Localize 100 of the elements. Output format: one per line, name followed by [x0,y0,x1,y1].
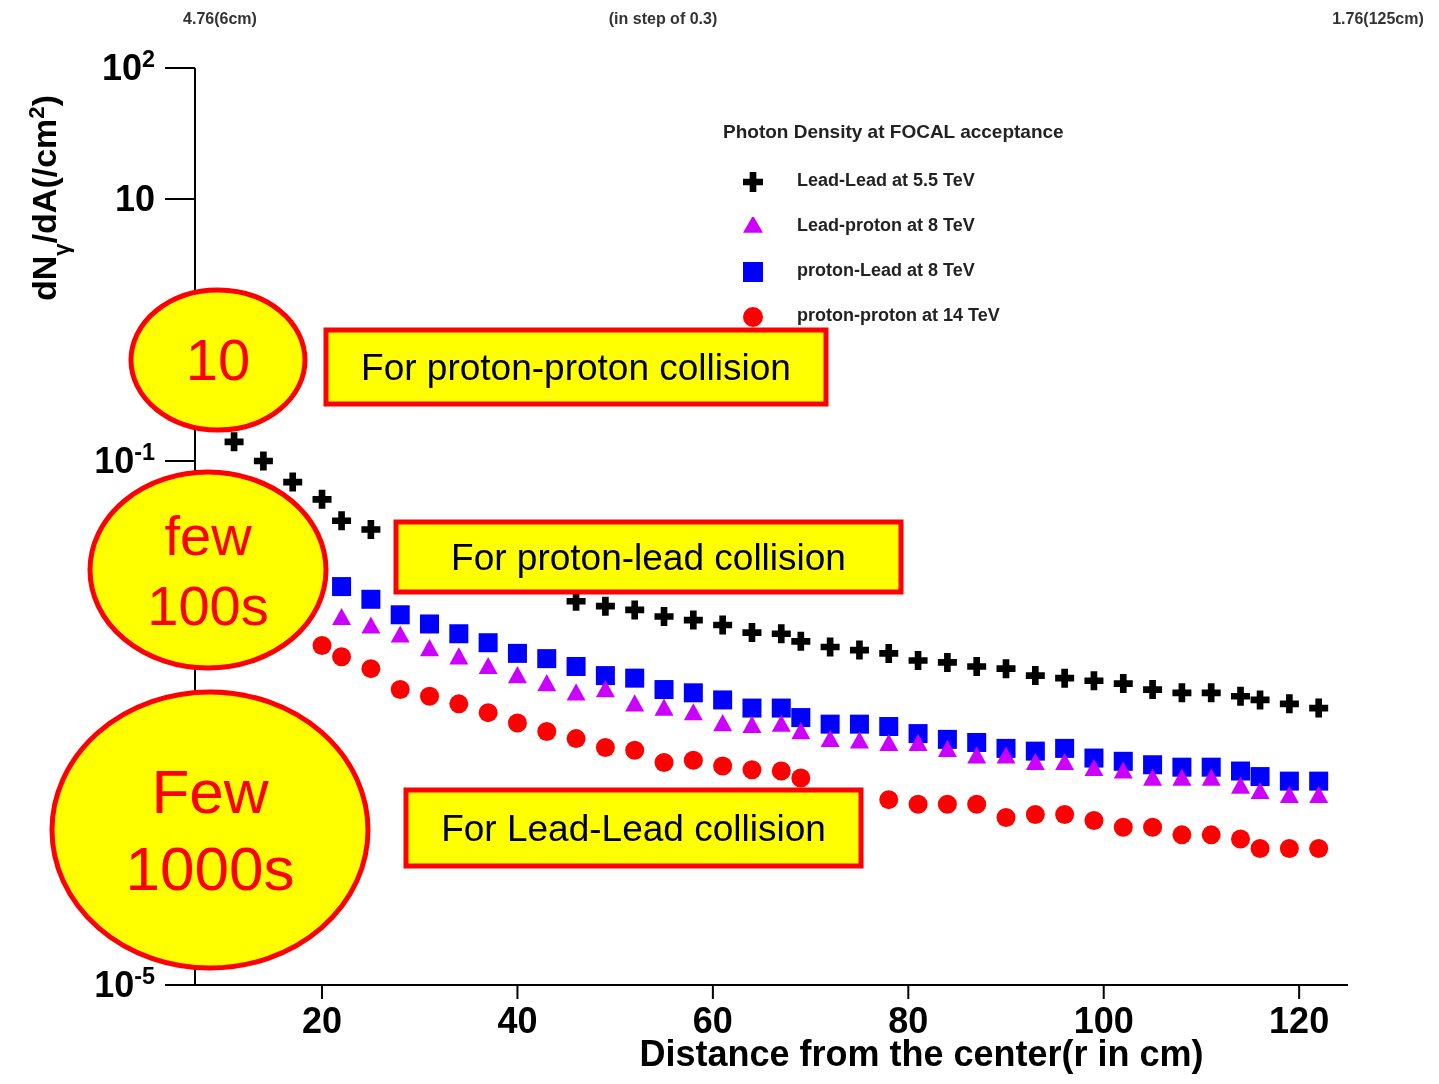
point [283,472,303,492]
point [713,714,733,732]
point [713,756,733,776]
point [1143,768,1163,786]
point [791,631,811,651]
point [1279,771,1299,791]
point [625,668,645,688]
point [1309,839,1329,859]
point [1055,668,1075,688]
point [1250,839,1270,859]
point [537,674,557,692]
x-tick-label: 40 [497,1000,538,1041]
point [566,683,586,701]
point [1201,768,1221,786]
point [683,750,703,770]
point [742,715,762,733]
point [771,624,791,644]
point [771,714,791,732]
point [967,746,987,764]
point [791,708,811,728]
point [654,607,674,627]
point [1309,785,1329,804]
point [713,615,733,635]
legend-title: Photon Density at FOCAL acceptance [723,121,1064,142]
point [771,761,791,781]
point [1231,776,1251,794]
point [1250,690,1270,710]
point [771,698,791,718]
point [478,656,498,675]
point [566,656,586,676]
point [253,451,273,471]
point [1250,767,1270,787]
point [713,690,733,710]
annotation: For proton-lead collision [451,537,846,578]
point [791,768,811,788]
point [879,790,899,810]
legend-label: Lead-proton at 8 TeV [797,215,975,235]
point [507,643,527,663]
point [1250,782,1270,800]
point [967,732,987,752]
point [967,656,987,676]
point [361,659,381,679]
point [1172,683,1192,703]
point [820,714,840,734]
point [1055,805,1075,825]
point [595,680,615,698]
point [1055,752,1075,771]
point [420,686,440,706]
y-tick-label: 10$^{-1}$ [94,439,155,481]
x-tick-label: 20 [302,1000,343,1041]
text: (in step of 0.3) [608,10,718,27]
point [1025,805,1045,825]
point [820,729,840,747]
point [1201,683,1221,703]
point [224,432,244,452]
point [1113,817,1133,837]
point [595,596,615,616]
point [791,722,811,740]
point [967,794,987,814]
legend-label: Lead-Lead at 5.5 TeV [797,170,975,190]
point [996,807,1016,827]
point [332,577,352,597]
point [312,489,332,509]
point [537,722,557,742]
point [537,649,557,669]
point [1143,755,1163,775]
point [390,680,410,700]
point [742,623,762,643]
point [683,683,703,703]
point [507,666,527,684]
point [1025,752,1045,771]
point [742,698,762,718]
point [654,680,674,700]
point [1172,825,1192,845]
point [996,659,1016,679]
point [1201,825,1221,845]
text: 4.76(6cm) [183,10,257,27]
point [1025,666,1045,686]
y-tick-label: 10 [114,178,155,219]
point [820,637,840,657]
point [361,616,381,634]
point [332,511,352,531]
point [1309,698,1329,718]
point [1084,811,1104,831]
point [390,605,410,625]
point [625,600,645,620]
y-tick-label: 10$^{-5}$ [94,963,155,1005]
point [1084,758,1104,777]
point [1279,839,1299,859]
point [332,647,352,667]
point [625,694,645,712]
point [1143,680,1163,700]
point [849,640,869,660]
legend-label: proton-proton at 14 TeV [797,305,1000,325]
point [654,752,674,772]
point [1055,738,1075,758]
point [420,639,440,657]
text: 1.76(125cm) [1332,10,1424,27]
point [595,738,615,758]
point [742,760,762,780]
